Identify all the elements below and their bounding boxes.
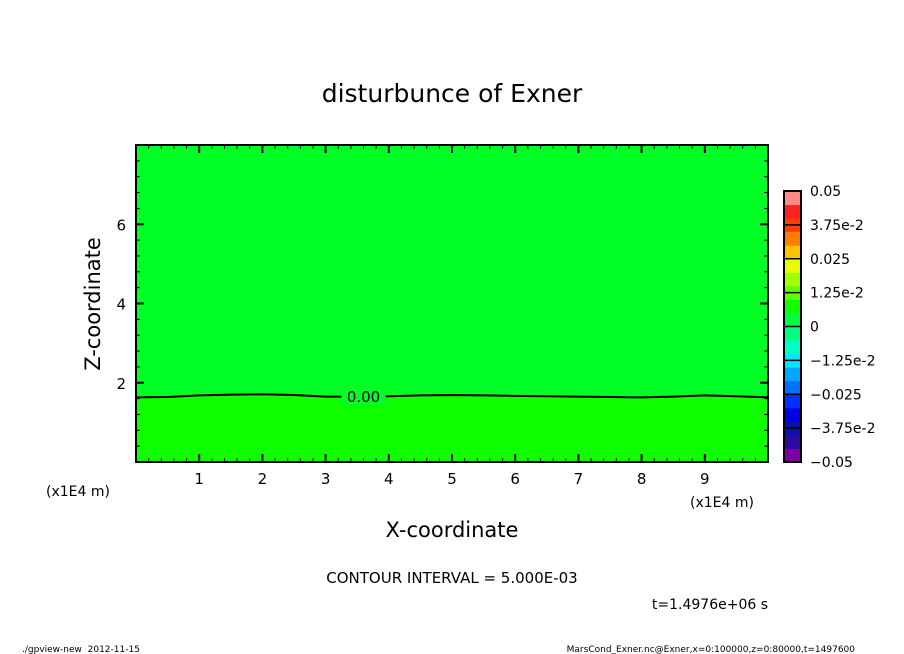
x-tick-label: 6 (510, 470, 520, 488)
chart-title: disturbunce of Exner (322, 79, 583, 108)
x-tick-label: 7 (574, 470, 584, 488)
colorbar-bin (784, 380, 801, 395)
colorbar-bin (784, 407, 801, 422)
colorbar-label: 3.75e-2 (810, 218, 864, 234)
contour-label: 0.00 (347, 388, 380, 406)
y-unit-label: (x1E4 m) (46, 484, 110, 500)
y-tick-label: 6 (116, 216, 126, 234)
colorbar-label: −0.05 (810, 455, 853, 471)
colorbar-bin (784, 448, 801, 463)
colorbar-label: −3.75e-2 (810, 421, 875, 437)
colorbar-bin (784, 340, 801, 355)
x-axis-label: X-coordinate (386, 518, 519, 542)
footer-right: MarsCond_Exner.nc@Exner,x=0:100000,z=0:8… (567, 645, 856, 654)
colorbar-label: 0.05 (810, 184, 841, 200)
colorbar-bin (784, 394, 801, 409)
colorbar-bin (784, 231, 801, 246)
x-tick-label: 4 (384, 470, 394, 488)
colorbar-bin (784, 367, 801, 382)
colorbar-bin (784, 258, 801, 273)
y-tick-label: 2 (116, 375, 126, 393)
colorbar-bin (784, 272, 801, 287)
y-axis-label: Z-coordinate (81, 237, 105, 371)
colorbar-bin (784, 191, 801, 206)
colorbar-bin (784, 312, 801, 327)
x-unit-label: (x1E4 m) (690, 495, 754, 511)
contour-label-bg (341, 387, 386, 406)
x-tick-label: 5 (447, 470, 457, 488)
x-tick-label: 1 (194, 470, 204, 488)
colorbar-frame (783, 190, 802, 463)
x-tick-label: 8 (637, 470, 647, 488)
colorbar-label: 0.025 (810, 252, 850, 268)
colorbar-label: 0 (810, 320, 819, 336)
x-tick-label: 9 (700, 470, 710, 488)
colorbar-bin (784, 204, 801, 219)
colorbar-bin (784, 299, 801, 314)
x-tick-label: 2 (258, 470, 268, 488)
colorbar-label: −0.025 (810, 387, 862, 403)
colorbar-label: −1.25e-2 (810, 353, 875, 369)
region-below-contour (136, 394, 768, 462)
x-tick-label: 3 (321, 470, 331, 488)
y-tick-label: 4 (116, 296, 126, 314)
contour-interval: CONTOUR INTERVAL = 5.000E-03 (326, 569, 577, 587)
colorbar-bin (784, 434, 801, 449)
contour-line (135, 393, 769, 399)
colorbar-label: 1.25e-2 (810, 286, 864, 302)
time-label: t=1.4976e+06 s (652, 597, 768, 613)
colorbar-bin (784, 326, 801, 341)
colorbar-bin (784, 245, 801, 260)
footer-left: ./gpview-new 2012-11-15 (22, 645, 140, 654)
